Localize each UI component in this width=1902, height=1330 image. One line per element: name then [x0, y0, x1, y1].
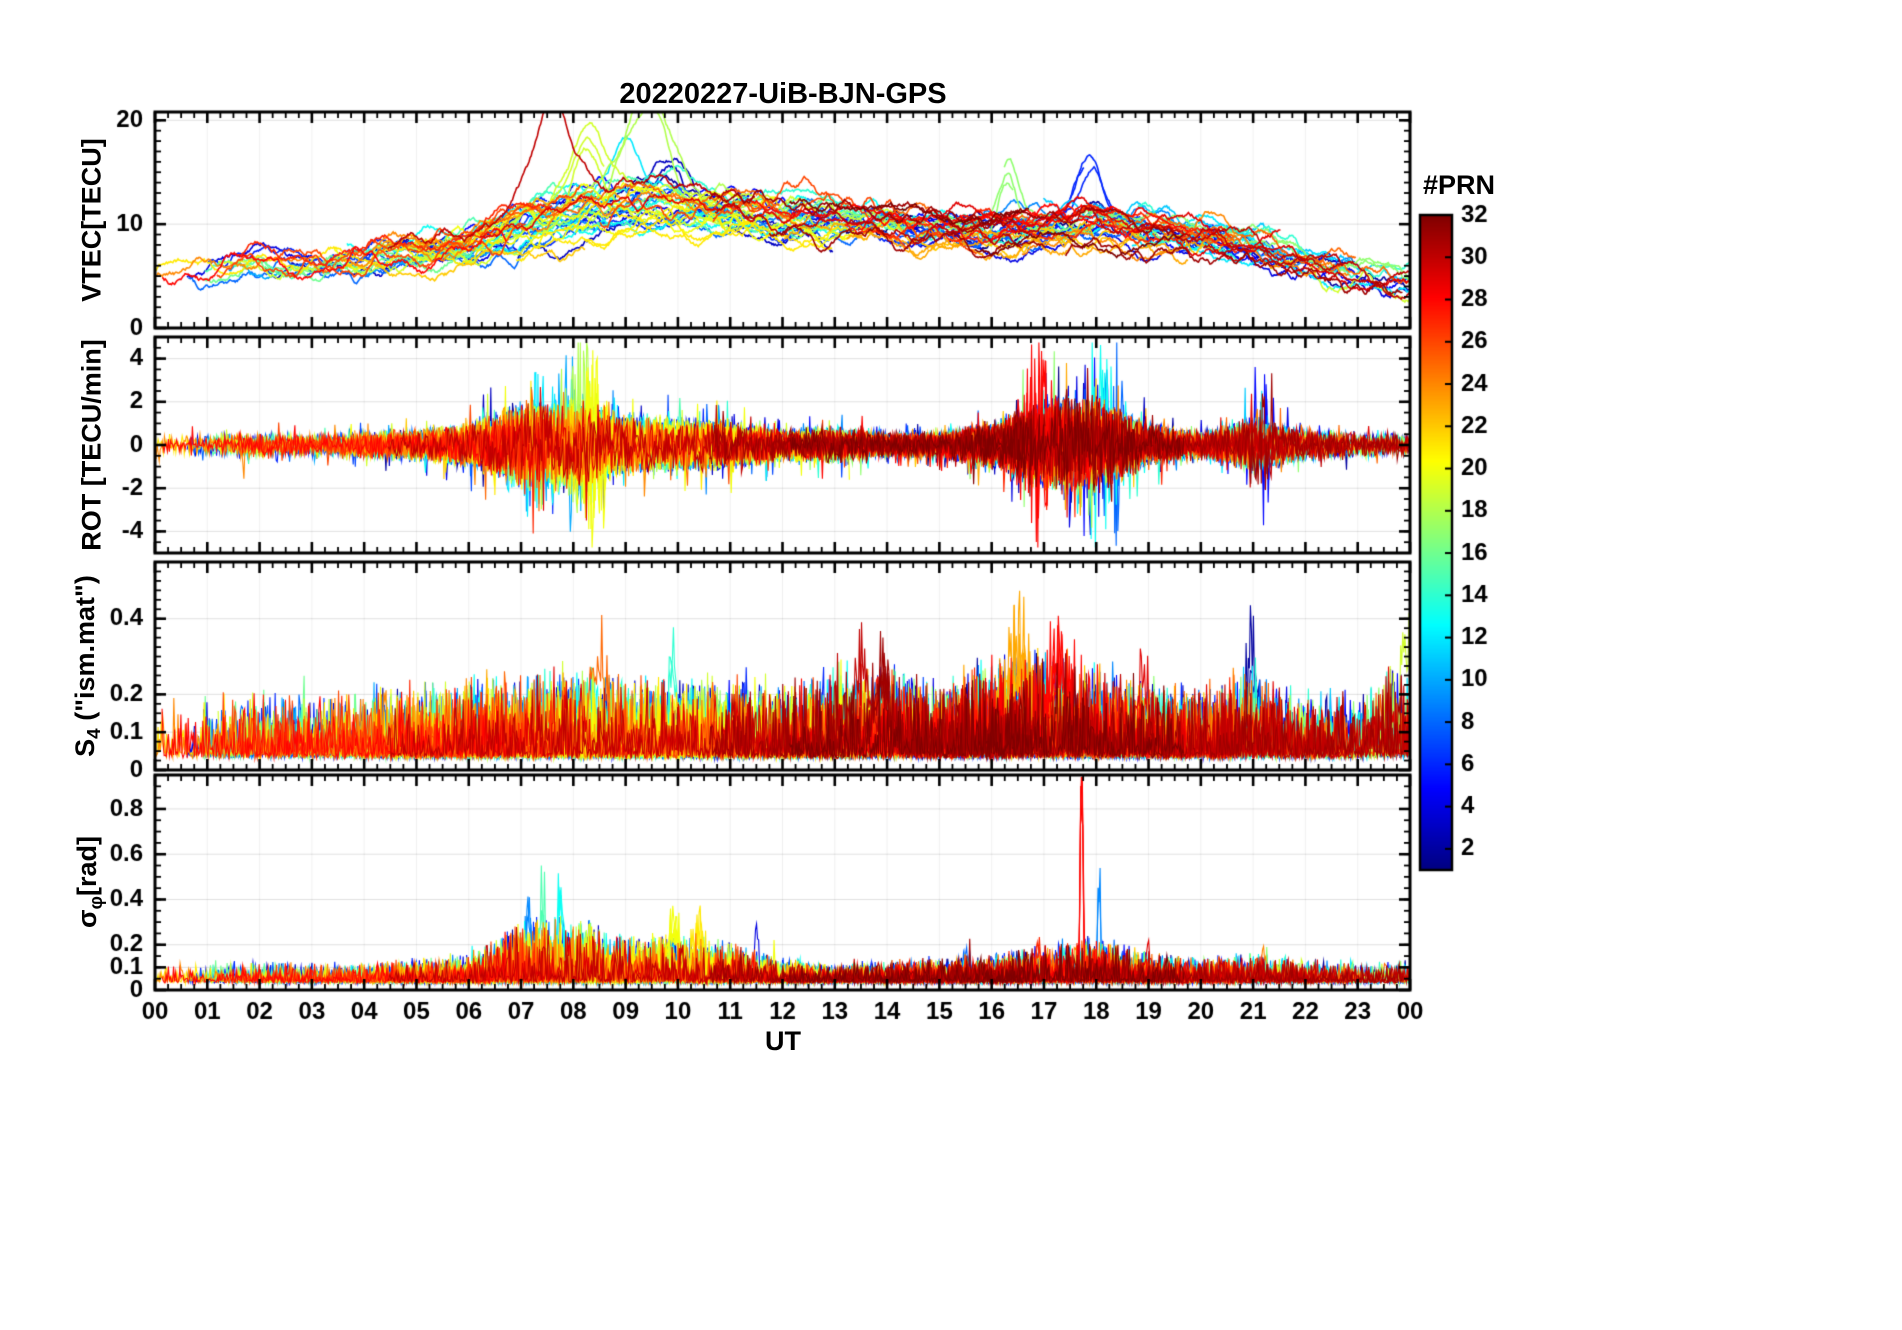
- y-axis-label-sigma-phi: σφ[rad]: [72, 836, 108, 928]
- y-axis-label-s4: S4 ("ism.mat"): [70, 575, 106, 757]
- chart-title: 20220227-UiB-BJN-GPS: [619, 78, 947, 110]
- y-axis-label-vtec-text: VTEC[TECU]: [76, 138, 107, 302]
- y-axis-label-sigma-rest: [rad]: [71, 836, 102, 896]
- y-axis-label-s4-rest: ("ism.mat"): [69, 575, 100, 729]
- colorbar-label: #PRN: [1422, 170, 1496, 200]
- y-axis-label-rot: ROT [TECU/min]: [77, 339, 108, 550]
- y-axis-label-s4-main: S: [69, 738, 100, 757]
- x-axis-label: UT: [765, 1026, 801, 1056]
- y-axis-label-rot-text: ROT [TECU/min]: [76, 339, 107, 551]
- y-axis-label-sigma-main: σ: [71, 909, 102, 928]
- y-axis-label-vtec: VTEC[TECU]: [77, 138, 108, 302]
- y-axis-label-sigma-sub: φ: [86, 896, 108, 910]
- y-axis-label-s4-sub: 4: [84, 728, 106, 739]
